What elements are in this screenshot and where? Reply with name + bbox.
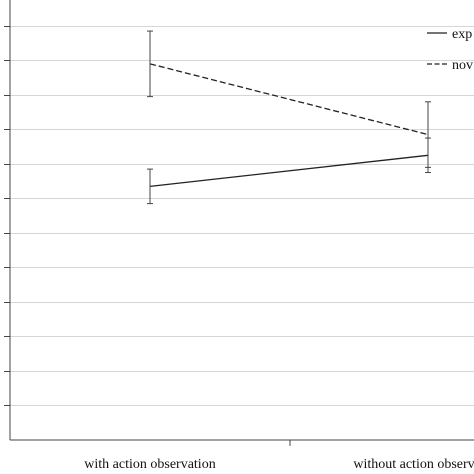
legend-label-nov: nov <box>452 58 473 73</box>
axes <box>9 0 474 446</box>
series-line-exp <box>149 154 429 187</box>
legend: exp nov <box>427 27 473 73</box>
gridlines <box>10 26 474 406</box>
x-axis-labels: with action observation without action ob… <box>84 457 474 472</box>
series-exp <box>147 137 431 205</box>
legend-label-exp: exp <box>452 27 472 42</box>
x-tick-label-0: with action observation <box>84 457 215 472</box>
series-group <box>147 30 431 205</box>
series-nov <box>147 30 431 168</box>
y-axis-ticks <box>4 26 10 406</box>
series-line-nov <box>149 63 429 136</box>
x-tick-label-1: without action observation <box>353 457 474 472</box>
